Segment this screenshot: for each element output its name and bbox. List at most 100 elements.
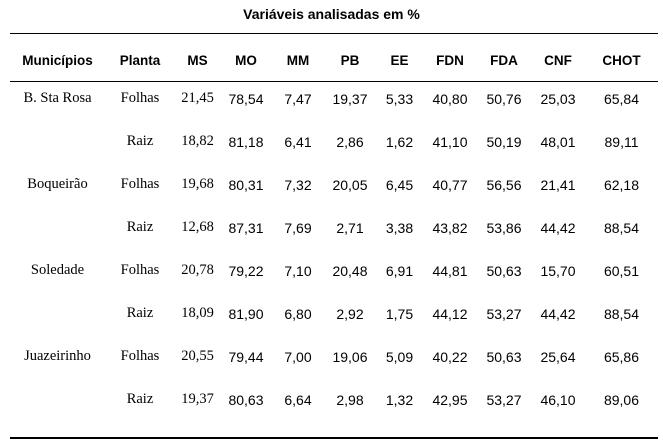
cell-fdn: 43,82 [432,219,468,236]
cell-cnf: 44,42 [540,305,576,322]
cell-municipio: Juazeirinho [24,348,91,364]
cell-cnf: 46,10 [540,391,576,408]
cell-ms: 21,45 [181,90,214,106]
cell-chot: 65,84 [603,90,640,107]
cell-ms: 20,78 [181,262,214,278]
header-ee: EE [390,52,409,68]
cell-municipio: B. Sta Rosa [23,90,92,106]
cell-planta: Folhas [120,176,160,192]
header-cnf: CNF [544,52,572,68]
top-rule [10,33,658,34]
cell-planta: Raiz [126,133,154,149]
table-row: Soledade Folhas 20,78 79,22 7,10 20,48 6,91 44,… [10,249,658,292]
cell-fda: 50,19 [486,133,522,150]
cell-fdn: 40,80 [432,90,468,107]
cell-fdn: 40,77 [432,176,468,193]
header-fdn: FDN [436,52,464,68]
table-row: Raiz 18,82 81,18 6,41 2,86 1,62 41,10 50,19 48,0… [10,120,658,163]
cell-ms: 18,09 [181,305,214,321]
cell-fdn: 42,95 [432,391,468,408]
cell-ms: 18,82 [181,133,214,149]
table-caption: Variáveis analisadas em % [243,6,420,22]
cell-ee: 6,45 [385,176,414,193]
cell-planta: Raiz [126,391,154,407]
cell-mm: 6,41 [284,133,312,150]
cell-pb: 20,05 [332,176,368,193]
cell-municipio [10,292,105,335]
cell-ms: 12,68 [181,219,214,235]
table-row: Raiz 18,09 81,90 6,80 2,92 1,75 44,12 53,27 44,4… [10,292,658,335]
cell-mm: 7,10 [284,262,312,279]
cell-mo: 81,90 [228,305,264,322]
header-chot: CHOT [602,52,641,68]
cell-municipio: Soledade [30,262,85,278]
cell-fdn: 44,12 [432,305,468,322]
table-row: B. Sta Rosa Folhas 21,45 78,54 7,47 19,37 5,33… [10,77,658,120]
cell-ms: 20,55 [181,348,214,364]
cell-mo: 80,31 [228,176,264,193]
header-mm: MM [286,52,310,68]
header-fda: FDA [490,52,518,68]
cell-ee: 1,75 [385,305,414,322]
table-row: Juazeirinho Folhas 20,55 79,44 7,00 19,06 5,09… [10,335,658,378]
cell-municipio: Boqueirão [27,176,88,192]
cell-municipio [10,206,105,249]
cell-fda: 56,56 [486,176,522,193]
cell-fdn: 40,22 [432,348,468,365]
cell-pb: 2,98 [336,391,364,408]
cell-planta: Folhas [120,348,160,364]
cell-fda: 50,76 [486,90,522,107]
cell-ee: 6,91 [385,262,414,279]
header-row: Municípios Planta MS MO MM PB EE FDN FDA… [10,43,658,77]
cell-cnf: 25,64 [540,348,576,365]
cell-planta: Raiz [126,305,154,321]
cell-pb: 19,37 [332,90,368,107]
cell-mo: 81,18 [228,133,264,150]
cell-fda: 53,27 [486,391,522,408]
cell-pb: 2,86 [336,133,364,150]
cell-cnf: 44,42 [540,219,576,236]
cell-chot: 89,11 [604,133,639,150]
cell-municipio [10,378,105,421]
cell-ee: 5,09 [385,348,414,365]
cell-cnf: 15,70 [540,262,576,279]
cell-municipio [10,120,105,163]
cell-cnf: 21,41 [540,176,576,193]
cell-planta: Folhas [120,90,160,106]
cell-planta: Folhas [120,262,160,278]
table-row: Boqueirão Folhas 19,68 80,31 7,32 20,05 6,45 40… [10,163,658,206]
cell-ee: 3,38 [385,219,414,236]
cell-planta: Raiz [126,219,154,235]
cell-fdn: 44,81 [432,262,468,279]
cell-chot: 89,06 [603,391,640,408]
cell-mo: 87,31 [228,219,264,236]
cell-cnf: 25,03 [540,90,576,107]
cell-chot: 62,18 [603,176,640,193]
cell-cnf: 48,01 [540,133,576,150]
cell-mo: 78,54 [228,90,264,107]
bottom-rule [10,437,658,439]
cell-mm: 7,69 [284,219,312,236]
cell-mm: 6,64 [284,391,312,408]
cell-mm: 7,47 [284,90,312,107]
cell-mm: 7,00 [284,348,312,365]
header-planta: Planta [119,52,161,68]
cell-ms: 19,68 [181,176,214,192]
cell-fda: 50,63 [486,348,522,365]
table-row: Raiz 19,37 80,63 6,64 2,98 1,32 42,95 53,27 46,1… [10,378,658,421]
composition-table: Municípios Planta MS MO MM PB EE FDN FDA… [10,43,658,421]
cell-mm: 6,80 [284,305,312,322]
cell-mo: 79,44 [228,348,264,365]
cell-chot: 88,54 [603,305,640,322]
table-row: Raiz 12,68 87,31 7,69 2,71 3,38 43,82 53,86 44,4… [10,206,658,249]
cell-fda: 53,86 [486,219,522,236]
cell-pb: 20,48 [332,262,368,279]
cell-chot: 65,86 [603,348,640,365]
header-mo: MO [235,52,257,68]
cell-mo: 80,63 [228,391,264,408]
header-pb: PB [340,52,360,68]
cell-pb: 19,06 [332,348,368,365]
cell-chot: 88,54 [603,219,640,236]
header-ms: MS [187,52,208,68]
